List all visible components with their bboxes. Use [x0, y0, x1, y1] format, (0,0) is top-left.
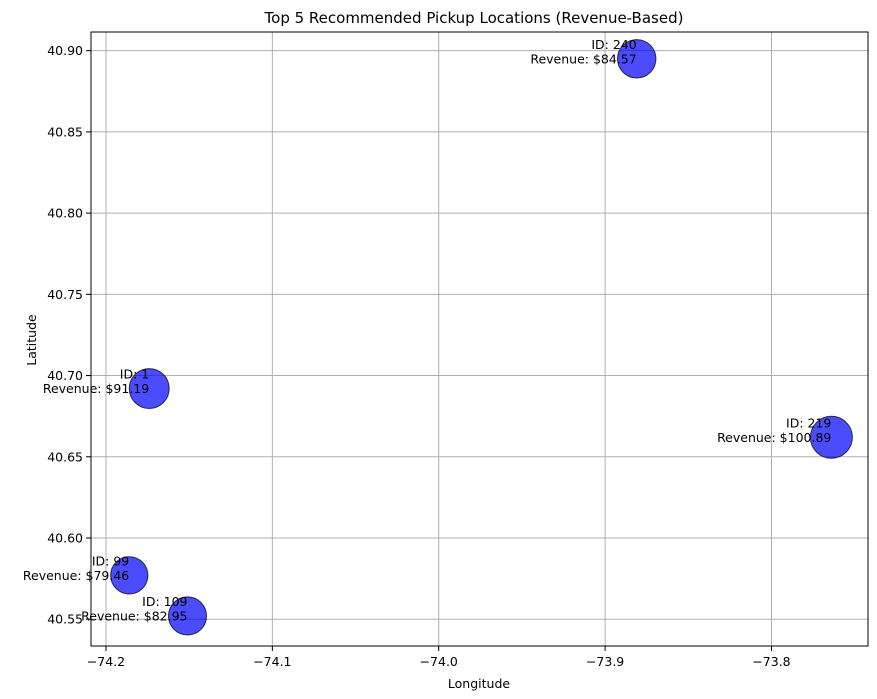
x-tick-label: −74.2 — [87, 654, 125, 669]
data-point — [809, 415, 853, 459]
y-tick-label: 40.55 — [47, 612, 83, 627]
y-tick-label: 40.85 — [47, 124, 83, 139]
point-id-label: ID: 240 — [591, 37, 636, 52]
point-revenue-label: Revenue: $91.19 — [43, 381, 149, 396]
x-tick-label: −73.9 — [586, 654, 624, 669]
plot-frame — [90, 31, 869, 647]
y-tick-label: 40.65 — [47, 449, 83, 464]
y-axis-label: Latitude — [24, 314, 39, 366]
point-revenue-label: Revenue: $100.89 — [717, 430, 831, 445]
y-tick-label: 40.80 — [47, 206, 83, 221]
point-revenue-label: Revenue: $84.57 — [530, 51, 636, 66]
y-tick-label: 40.70 — [47, 368, 83, 383]
data-point — [128, 368, 170, 410]
grid — [91, 32, 868, 646]
x-axis-label: Longitude — [448, 676, 510, 691]
data-points — [110, 39, 853, 636]
y-tick-label: 40.90 — [47, 43, 83, 58]
point-id-label: ID: 99 — [92, 553, 129, 568]
point-id-label: ID: 219 — [786, 415, 831, 430]
x-tick-label: −74.1 — [253, 654, 291, 669]
chart-title: Top 5 Recommended Pickup Locations (Reve… — [264, 9, 684, 27]
x-tick-label: −74.0 — [420, 654, 458, 669]
data-point — [617, 39, 657, 79]
data-point — [110, 556, 149, 595]
y-tick-label: 40.60 — [47, 530, 83, 545]
axis-ticks: −74.2 −74.1 −74.0 −73.9 −73.8 40.55 40.60 40.65… — [47, 43, 790, 669]
point-revenue-label: Revenue: $79.46 — [23, 568, 129, 583]
y-tick-label: 40.75 — [47, 287, 83, 302]
x-tick-label: −73.8 — [752, 654, 790, 669]
point-revenue-label: Revenue: $82.95 — [81, 608, 187, 623]
data-point — [167, 596, 208, 636]
point-id-label: ID: 109 — [142, 594, 187, 609]
point-id-label: ID: 1 — [120, 367, 149, 382]
